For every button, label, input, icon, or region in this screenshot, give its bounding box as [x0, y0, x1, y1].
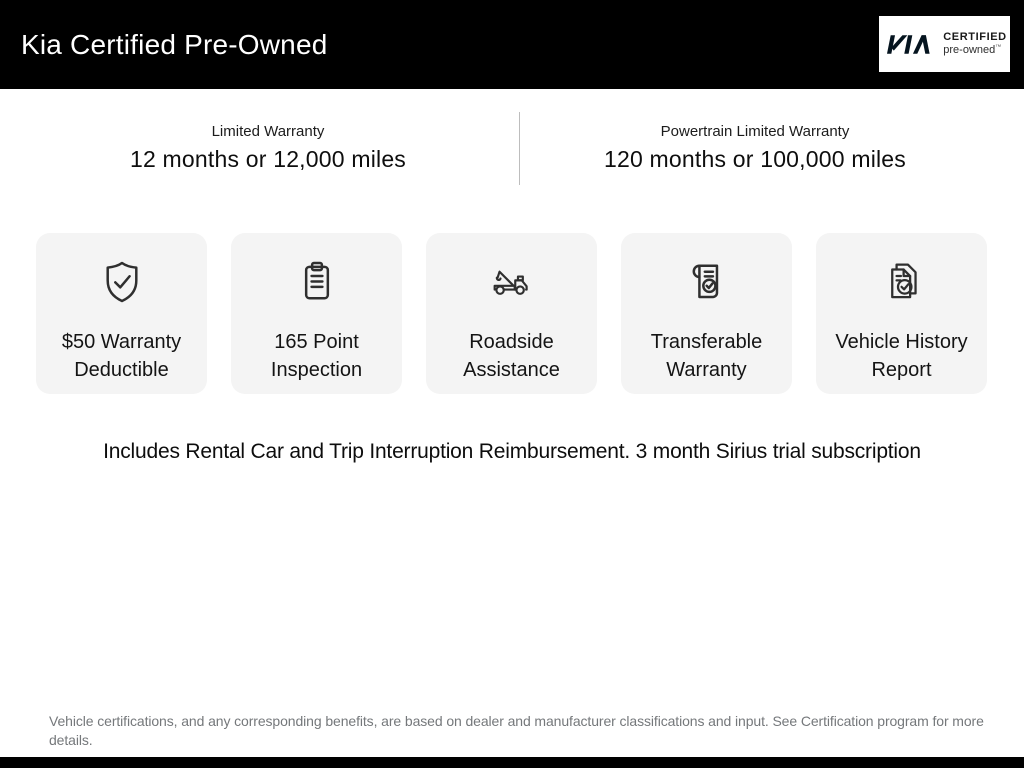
tow-truck-icon: [486, 256, 538, 308]
page-title: Kia Certified Pre-Owned: [21, 28, 328, 60]
scroll-check-icon: [681, 256, 733, 308]
includes-note: Includes Rental Car and Trip Interruptio…: [103, 440, 921, 463]
benefit-label: Transferable Warranty: [650, 331, 763, 381]
bottom-bar: [0, 757, 1024, 768]
benefit-card: Vehicle History Report: [816, 233, 987, 394]
disclaimer-text: Vehicle certifications, and any correspo…: [49, 713, 984, 748]
benefit-card: Roadside Assistance: [426, 233, 597, 394]
shield-check-icon: [96, 256, 148, 308]
document-check-icon: [876, 256, 928, 308]
badge-certified-label: CERTIFIED: [943, 31, 1007, 44]
benefit-label: Roadside Assistance: [463, 331, 560, 381]
header: Kia Certified Pre-Owned CERTIFIED pre-ow…: [0, 0, 1024, 89]
warranty-value: 120 months or 100,000 miles: [603, 146, 907, 172]
warranty-powertrain: Powertrain Limited Warranty 120 months o…: [519, 112, 991, 173]
warranty-label: Powertrain Limited Warranty: [660, 123, 850, 140]
benefit-card: 165 Point Inspection: [231, 233, 402, 394]
benefit-label: Vehicle History Report: [835, 331, 968, 381]
benefit-card: Transferable Warranty: [621, 233, 792, 394]
benefit-card: $50 Warranty Deductible: [36, 233, 207, 394]
warranty-summary: Limited Warranty 12 months or 12,000 mil…: [0, 112, 1024, 187]
kia-logo-icon: [882, 34, 934, 55]
warranty-limited: Limited Warranty 12 months or 12,000 mil…: [0, 112, 536, 173]
benefits-row: $50 Warranty Deductible 165 Point Inspec…: [36, 233, 987, 394]
clipboard-icon: [291, 256, 343, 308]
benefit-label: $50 Warranty Deductible: [61, 331, 182, 381]
badge-preowned-label: pre-owned™: [943, 44, 1002, 56]
kia-cpo-badge: CERTIFIED pre-owned™: [879, 16, 1010, 72]
benefit-label: 165 Point Inspection: [270, 331, 363, 381]
trademark-symbol: ™: [995, 44, 1002, 51]
badge-text: CERTIFIED pre-owned™: [943, 31, 1006, 56]
warranty-label: Limited Warranty: [211, 123, 325, 140]
vertical-divider: [519, 112, 520, 185]
warranty-value: 12 months or 12,000 miles: [129, 146, 407, 172]
